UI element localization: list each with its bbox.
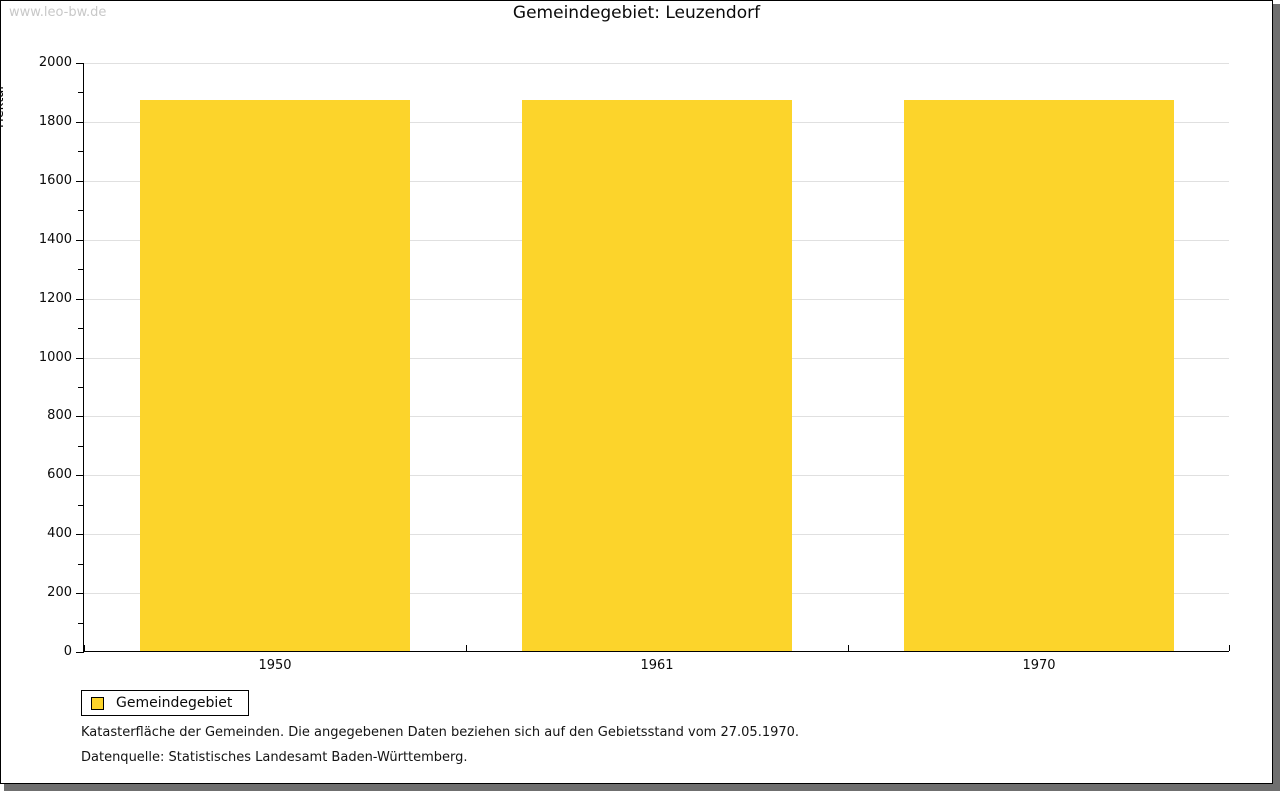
y-tick-label: 1000	[38, 349, 72, 365]
x-tick-label: 1970	[1022, 658, 1056, 673]
bar-1950	[140, 100, 410, 651]
bar-1970	[904, 100, 1174, 651]
y-axis-minor-tick	[78, 328, 84, 330]
y-axis-tick	[76, 534, 84, 536]
gridline	[84, 63, 1229, 64]
legend-box: Gemeindegebiet	[81, 690, 250, 716]
y-axis-minor-tick	[78, 622, 84, 624]
y-axis-minor-tick	[78, 92, 84, 94]
x-axis-tick	[1229, 645, 1230, 651]
y-tick-label: 600	[47, 467, 72, 483]
y-axis-minor-tick	[78, 210, 84, 212]
y-axis-minor-tick	[78, 445, 84, 447]
legend-label: Gemeindegebiet	[116, 695, 233, 711]
x-axis-tick	[84, 645, 85, 651]
y-axis-tick	[76, 63, 84, 64]
watermark: www.leo-bw.de	[9, 5, 107, 20]
x-tick-label: 1961	[640, 658, 674, 673]
y-axis-tick	[76, 475, 84, 477]
x-axis-tick	[848, 645, 849, 651]
y-axis-tick	[76, 357, 84, 359]
y-tick-label: 1400	[38, 231, 72, 247]
y-axis-tick	[76, 180, 84, 182]
y-axis-tick	[76, 239, 84, 241]
y-tick-label: 1200	[38, 290, 72, 306]
plot-area: 0 200 400 600 800 1000 1200 1400 1600 1800 2000 195…	[39, 55, 1230, 673]
y-axis-tick	[76, 652, 84, 653]
x-axis-tick	[466, 645, 467, 651]
y-tick-label: 800	[47, 408, 72, 424]
y-axis-minor-tick	[78, 269, 84, 271]
y-axis-tick	[76, 298, 84, 300]
bar-1961	[522, 100, 792, 651]
y-axis-minor-tick	[78, 504, 84, 506]
y-axis-minor-tick	[78, 386, 84, 388]
footnote-description: Katasterfläche der Gemeinden. Die angege…	[81, 725, 800, 740]
chart-title: Gemeindegebiet: Leuzendorf	[512, 3, 761, 23]
y-axis-tick	[76, 121, 84, 123]
y-tick-label: 2000	[38, 55, 72, 70]
y-axis-tick	[76, 416, 84, 418]
legend-swatch-icon	[91, 696, 104, 710]
y-axis-minor-tick	[78, 563, 84, 565]
y-tick-label: 400	[47, 526, 72, 542]
x-tick-label: 1950	[258, 658, 292, 673]
y-tick-label: 200	[47, 585, 72, 601]
y-tick-label: 1800	[38, 113, 72, 129]
y-tick-label: 1600	[38, 172, 72, 188]
y-axis-minor-tick	[78, 151, 84, 153]
footnote-source: Datenquelle: Statistisches Landesamt Bad…	[81, 750, 468, 765]
y-axis-tick	[76, 593, 84, 595]
y-tick-label: 0	[63, 644, 72, 659]
